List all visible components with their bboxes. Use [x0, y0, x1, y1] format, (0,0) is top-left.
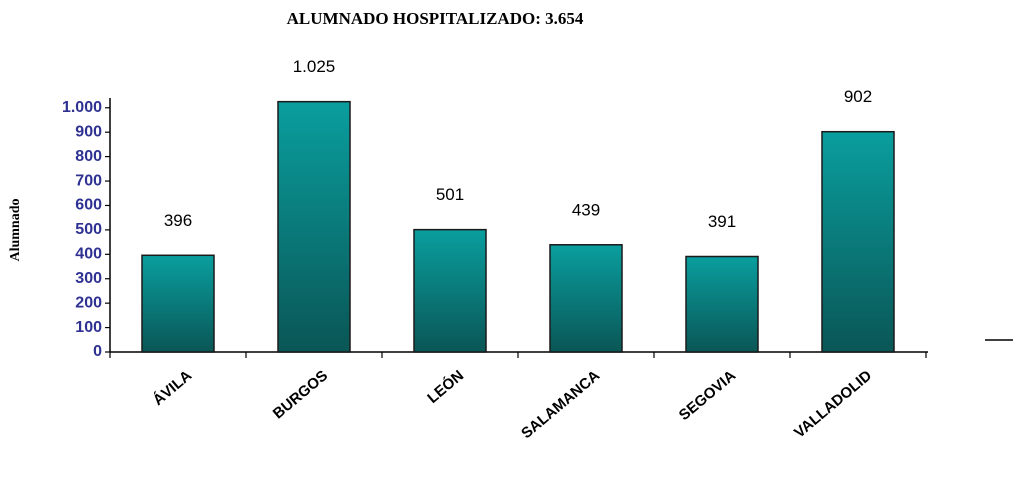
bar: [685, 255, 759, 353]
y-tick-label: 800: [75, 148, 102, 165]
y-tick-label: 200: [75, 294, 102, 311]
data-label: 902: [844, 87, 872, 106]
y-tick-label: 900: [75, 123, 102, 140]
data-label: 396: [164, 211, 192, 230]
y-tick-label: 500: [75, 221, 102, 238]
y-tick-label: 700: [75, 172, 102, 189]
x-tick-label: SEGOVIA: [676, 367, 739, 424]
x-tick-label: BURGOS: [270, 367, 331, 422]
bar: [549, 244, 623, 353]
data-label: 1.025: [293, 57, 336, 76]
bar: [141, 254, 215, 353]
y-tick-label: 300: [75, 270, 102, 287]
y-tick-label: 400: [75, 246, 102, 263]
y-tick-label: 100: [75, 319, 102, 336]
data-label: 391: [708, 212, 736, 231]
y-axis-label: Alumnado: [8, 198, 23, 261]
x-tick-label: LEÓN: [424, 366, 467, 407]
y-tick-label: 0: [93, 343, 102, 360]
data-label: 439: [572, 200, 600, 219]
chart-title: ALUMNADO HOSPITALIZADO: 3.654: [287, 9, 584, 28]
y-tick-label: 600: [75, 197, 102, 214]
bar: [821, 130, 895, 353]
x-tick-label: VALLADOLID: [791, 367, 875, 442]
x-tick-label: ÁVILA: [150, 367, 196, 409]
data-label: 501: [436, 185, 464, 204]
bar: [413, 228, 487, 353]
y-tick-label: 1.000: [62, 99, 102, 116]
bar: [277, 100, 351, 353]
x-tick-label: SALAMANCA: [518, 367, 603, 442]
